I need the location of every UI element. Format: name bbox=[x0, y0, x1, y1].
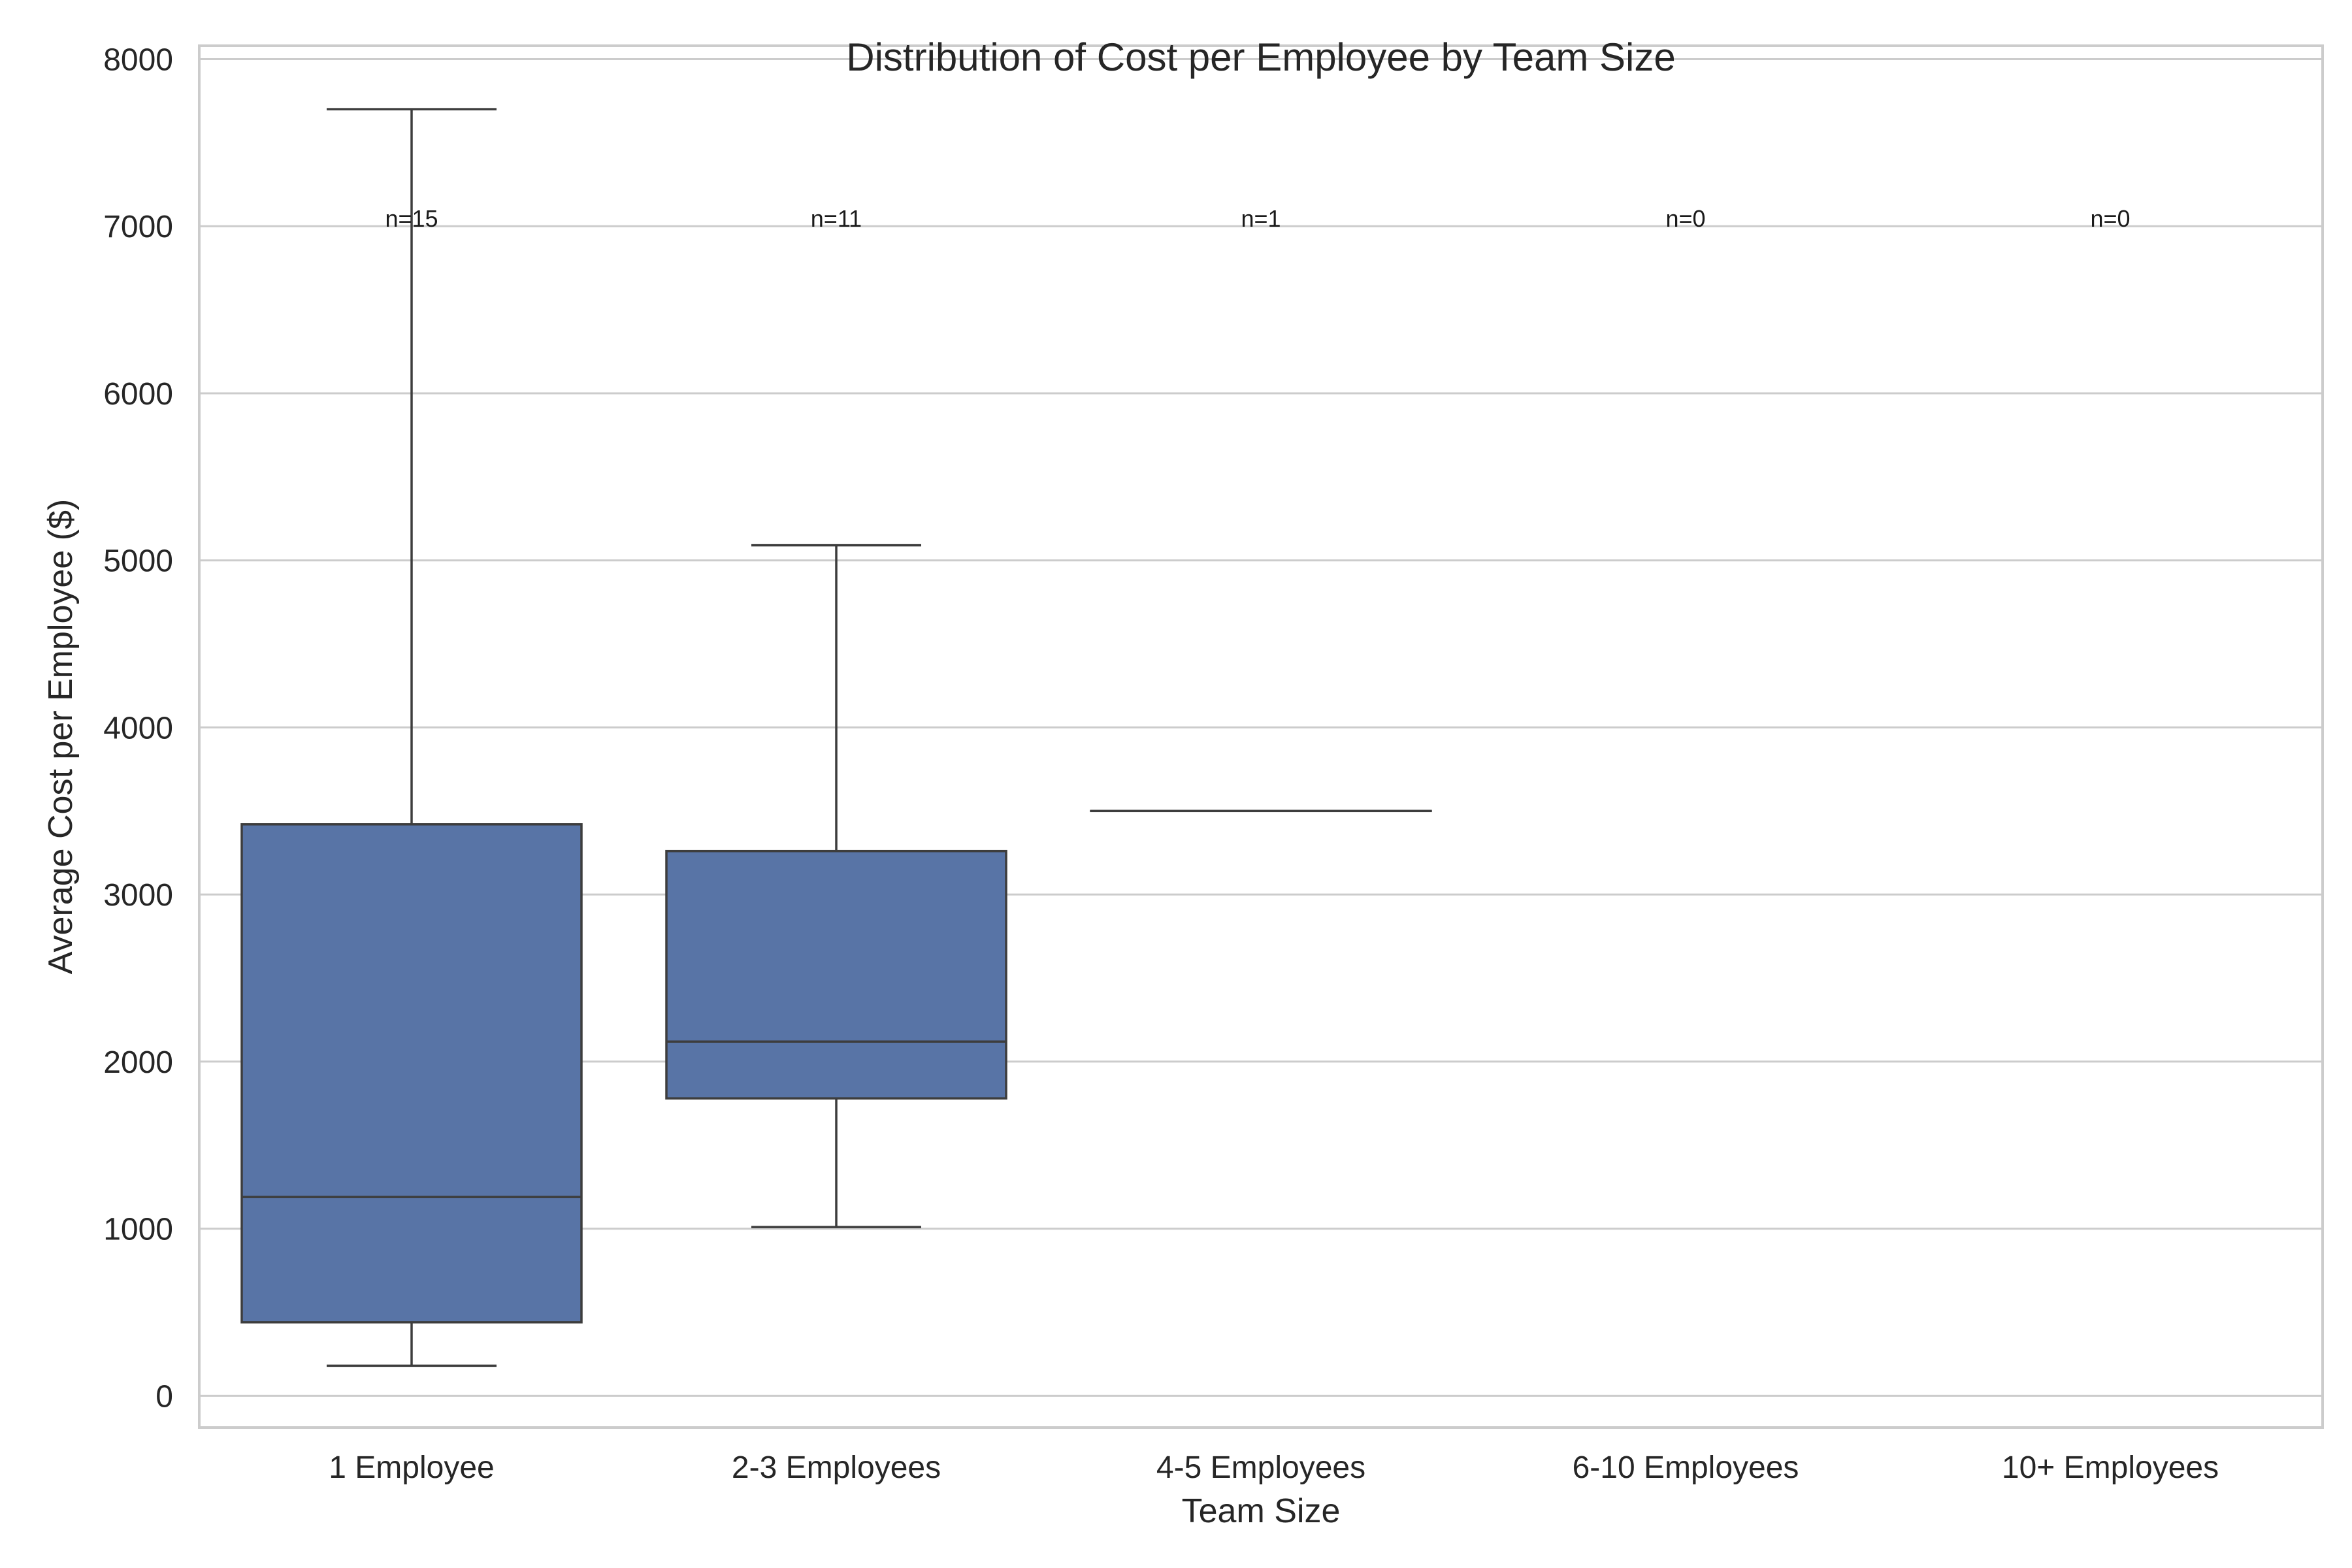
plot-frame bbox=[198, 44, 2324, 1429]
y-tick-label: 1000 bbox=[103, 1213, 173, 1247]
y-tick-label: 4000 bbox=[103, 711, 173, 745]
x-axis-label: Team Size bbox=[1182, 1492, 1341, 1530]
sample-size-label: n=15 bbox=[385, 205, 438, 232]
y-axis-label: Average Cost per Employee ($) bbox=[42, 499, 80, 974]
y-tick-label: 8000 bbox=[103, 42, 173, 77]
x-tick-label: 6-10 Employees bbox=[1573, 1450, 1799, 1485]
iqr-box bbox=[240, 823, 583, 1324]
x-tick-label: 1 Employee bbox=[329, 1450, 494, 1485]
y-tick-label: 5000 bbox=[103, 544, 173, 579]
box-group bbox=[240, 108, 583, 1367]
y-tick-label: 6000 bbox=[103, 377, 173, 412]
y-tick-label: 3000 bbox=[103, 878, 173, 913]
boxes bbox=[240, 108, 1432, 1367]
y-tick-label: 2000 bbox=[103, 1045, 173, 1080]
x-tick-label: 4-5 Employees bbox=[1156, 1450, 1365, 1485]
y-tick-labels: 0 1000 2000 3000 4000 5000 6000 7000 8000 bbox=[103, 42, 173, 1414]
sample-size-label: n=1 bbox=[1241, 205, 1281, 232]
iqr-box bbox=[665, 849, 1007, 1100]
n-labels: n=15 n=11 n=1 n=0 n=0 bbox=[385, 205, 2130, 232]
box-group bbox=[665, 544, 1007, 1228]
y-tick-label: 7000 bbox=[103, 210, 173, 244]
y-tick-label: 0 bbox=[155, 1379, 173, 1414]
chart-title: Distribution of Cost per Employee by Tea… bbox=[846, 35, 1675, 79]
x-tick-label: 10+ Employees bbox=[2002, 1450, 2219, 1485]
sample-size-label: n=0 bbox=[1665, 205, 1705, 232]
x-tick-labels: 1 Employee 2-3 Employees 4-5 Employees 6-10… bbox=[329, 1450, 2219, 1485]
sample-size-label: n=0 bbox=[2090, 205, 2130, 232]
x-tick-label: 2-3 Employees bbox=[732, 1450, 941, 1485]
sample-size-label: n=11 bbox=[811, 205, 862, 232]
